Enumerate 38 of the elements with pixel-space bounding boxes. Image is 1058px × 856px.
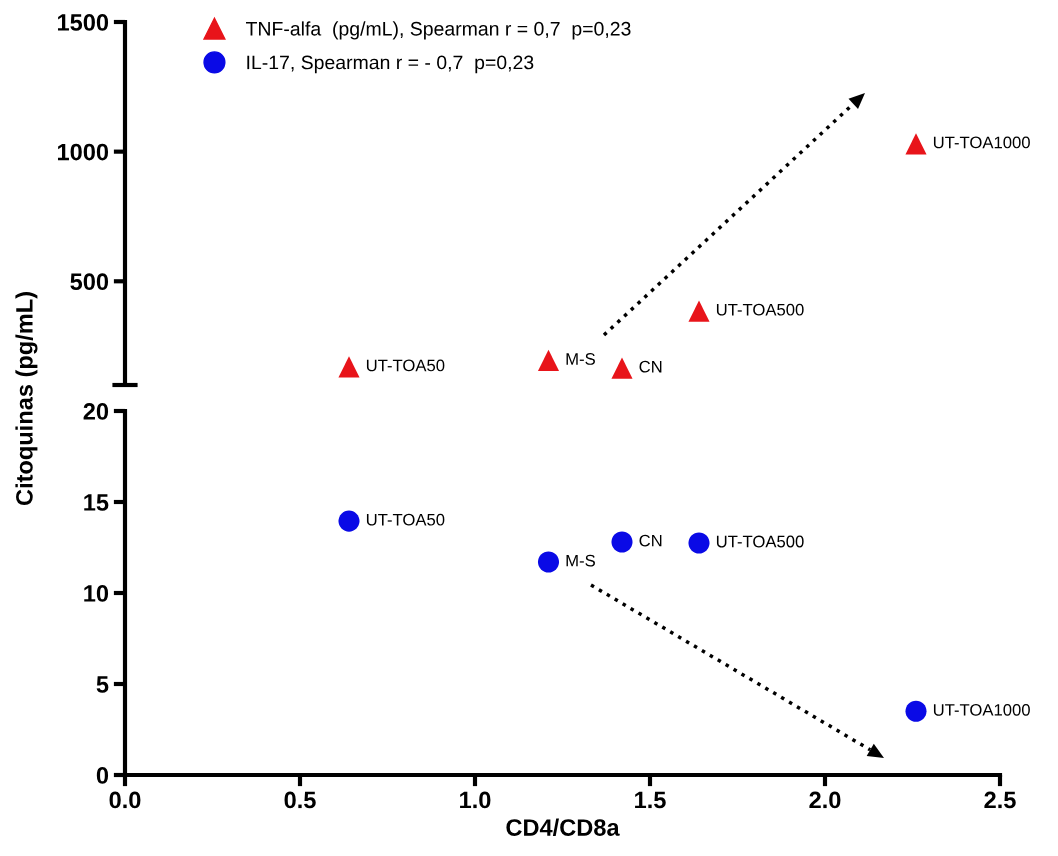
annotation: UT-TOA500 [716,535,804,548]
annotation: UT-TOA1000 [933,703,1030,716]
x-tick-label: 2.5 [984,791,1016,809]
point [688,532,710,554]
point [338,510,360,532]
x-axis-title: CD4/CD8a [506,818,620,837]
point [905,133,927,155]
legend-label: TNF-alfa (pg/mL), Spearman r = 0,7 p=0,23 [245,21,631,40]
point [537,551,560,573]
x-tick-label: 1.5 [635,791,666,809]
annotation: M-S [566,353,595,365]
x-tick-label: 2.0 [809,791,841,809]
annotation: M-S [566,554,595,567]
point [537,349,560,371]
annotation: UT-TOA50 [366,513,445,526]
point [688,300,710,322]
annotation: CN [639,534,662,547]
y-tick-label: 0 [96,767,109,784]
annotation: UT-TOA50 [366,359,445,372]
y-tick-label: 500 [70,273,109,291]
point [338,356,360,378]
x-tick-label: 1.0 [460,791,491,809]
annotation: UT-TOA1000 [933,136,1030,149]
y-tick-label: 20 [83,403,109,420]
annotation: CN [639,360,662,373]
annotation: UT-TOA500 [716,303,804,316]
point [611,357,633,379]
y-tick-label: 1000 [57,143,109,161]
y-tick-label: 10 [84,585,109,602]
x-tick-label: 0.0 [109,791,141,809]
point [611,531,633,553]
x-tick-label: 0.5 [284,791,316,809]
legend-label: IL-17, Spearman r = - 0,7 p=0,23 [247,55,534,74]
y-axis-title: Citoquinas (pg/mL) [15,292,38,506]
y-tick-label: 1500 [57,14,109,31]
y-tick-label: 15 [84,494,109,511]
y-tick-label: 5 [96,676,109,693]
point [905,700,927,722]
